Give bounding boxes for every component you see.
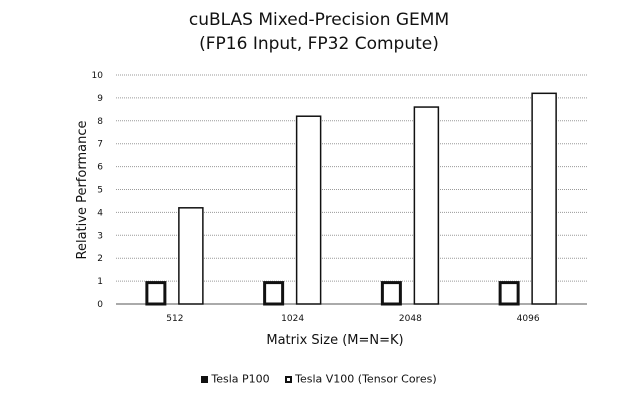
- bar-v100-1024: [295, 115, 322, 305]
- legend-swatch-v100: [285, 375, 293, 383]
- legend-swatch-p100: [201, 375, 209, 383]
- y-tick-label-6: 6: [97, 163, 103, 173]
- legend-label-p100: Tesla P100: [211, 372, 270, 386]
- x-tick-label-1024: 1024: [281, 314, 304, 324]
- legend-label-v100: Tesla V100 (Tensor Cores): [295, 372, 437, 386]
- chart-title-line2: (FP16 Input, FP32 Compute): [199, 34, 439, 54]
- legend-item-p100: Tesla P100: [201, 372, 270, 386]
- y-tick-label-4: 4: [97, 208, 103, 218]
- y-tick-label-1: 1: [97, 277, 103, 287]
- y-tick-label-5: 5: [97, 186, 103, 196]
- bar-p100-2048: [380, 281, 402, 306]
- x-tick-labels: 512 1024 2048 4096: [166, 314, 540, 324]
- bar-p100-4096: [498, 281, 520, 306]
- bar-v100-4096: [531, 92, 557, 305]
- y-tick-label-10: 10: [92, 71, 104, 81]
- y-axis-label: Relative Performance: [75, 121, 90, 260]
- y-tick-label-7: 7: [97, 140, 103, 150]
- x-tick-label-4096: 4096: [517, 314, 540, 324]
- y-tick-label-0: 0: [97, 300, 103, 310]
- chart-title: cuBLAS Mixed-Precision GEMM (FP16 Input,…: [0, 8, 638, 56]
- y-tick-label-2: 2: [97, 254, 103, 264]
- x-axis-label: Matrix Size (M=N=K): [266, 333, 403, 348]
- x-tick-label-2048: 2048: [399, 314, 422, 324]
- y-tick-label-3: 3: [97, 231, 103, 241]
- chart-title-line1: cuBLAS Mixed-Precision GEMM: [188, 10, 450, 30]
- bar-v100-512: [178, 207, 204, 305]
- bars: [145, 92, 557, 306]
- y-tick-label-9: 9: [97, 94, 103, 104]
- legend-item-v100: Tesla V100 (Tensor Cores): [285, 372, 437, 386]
- bar-v100-2048: [413, 106, 440, 305]
- y-tick-labels: 0 1 2 3 4 5 6 7 8 9 10: [92, 71, 104, 310]
- y-tick-label-8: 8: [97, 117, 103, 127]
- bar-p100-1024: [263, 281, 285, 306]
- x-tick-label-512: 512: [166, 314, 183, 324]
- legend: Tesla P100 Tesla V100 (Tensor Cores): [0, 372, 638, 386]
- bar-p100-512: [145, 281, 167, 306]
